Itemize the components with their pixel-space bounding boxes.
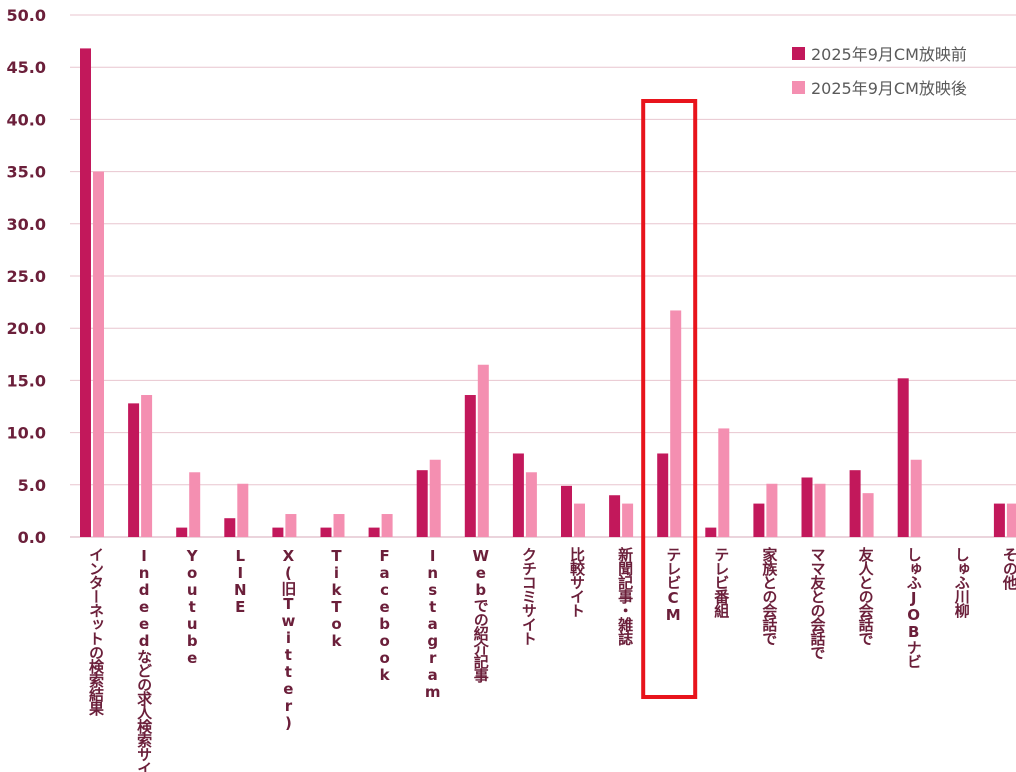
highlight-box-tv-cm — [641, 99, 698, 699]
bar-before — [849, 470, 861, 537]
x-tick-label: テレビCM — [664, 547, 682, 623]
bar-before — [561, 485, 572, 537]
grid-lines — [70, 14, 1016, 538]
x-tick-label: LINE — [231, 547, 249, 615]
x-tick-label: X(旧Twitter) — [279, 547, 297, 731]
bar-before — [368, 527, 380, 537]
y-tick-label: 15.0 — [7, 371, 46, 390]
x-axis-labels: インターネットの検索結果 Indeedなどの求人検索サイト Youtube LINE X… — [87, 546, 1016, 772]
legend: 2025年9月CM放映前 2025年9月CM放映後 — [792, 36, 967, 104]
bar-before — [512, 453, 524, 537]
x-tick-label: 新聞記事・雑誌 — [616, 546, 634, 646]
bar-after — [766, 483, 778, 537]
x-tick-label: しゅふJOBナビ — [905, 547, 923, 669]
bar-before — [801, 477, 813, 537]
bar-before — [416, 470, 428, 537]
bar-before — [897, 378, 909, 537]
bar-after — [429, 459, 441, 537]
bar-after — [237, 483, 249, 537]
bar-after — [910, 459, 922, 537]
legend-item-before: 2025年9月CM放映前 — [792, 36, 967, 70]
bar-after — [862, 493, 874, 537]
bar-after — [1006, 503, 1016, 537]
x-tick-label: テレビ番組 — [712, 547, 730, 618]
y-tick-label: 35.0 — [7, 163, 46, 182]
legend-swatch-before — [792, 46, 805, 60]
y-tick-label: 30.0 — [7, 215, 46, 234]
x-tick-label: Facebook — [376, 547, 394, 683]
y-tick-label: 45.0 — [7, 58, 46, 77]
y-tick-label: 40.0 — [7, 110, 46, 129]
bar-before — [657, 453, 669, 537]
x-tick-label: 比較サイト — [568, 546, 586, 618]
bar-after — [381, 514, 393, 537]
y-tick-label: 20.0 — [7, 319, 46, 338]
x-tick-label: クチコミサイト — [520, 547, 538, 646]
x-tick-label: Youtube — [183, 547, 201, 666]
bar-after — [141, 395, 153, 537]
bar-before — [272, 527, 284, 537]
y-tick-label: 5.0 — [18, 476, 46, 495]
bar-after — [814, 483, 826, 537]
y-axis-ticks: 0.0 5.0 10.0 15.0 20.0 25.0 30.0 35.0 40.0 45.0 50… — [7, 6, 46, 547]
bar-after — [285, 514, 297, 537]
x-tick-label: 友人との会話で — [857, 546, 875, 646]
x-tick-label: 家族との会話で — [760, 546, 778, 646]
x-tick-label: インターネットの検索結果 — [87, 547, 105, 717]
y-tick-label: 50.0 — [7, 6, 46, 25]
legend-label-before: 2025年9月CM放映前 — [811, 45, 967, 64]
x-tick-label: Indeedなどの求人検索サイト — [135, 547, 153, 772]
x-tick-label: その他 — [1001, 547, 1016, 591]
bar-after — [574, 503, 585, 537]
x-tick-label: しゅふ川柳 — [953, 547, 971, 619]
bar-after — [477, 364, 489, 537]
bar-after — [93, 171, 104, 537]
bar-after — [525, 472, 537, 537]
x-tick-label: Instagram — [424, 547, 442, 700]
x-tick-label: ママ友との会話で — [809, 547, 827, 660]
y-tick-label: 10.0 — [7, 424, 46, 443]
bar-before — [176, 527, 188, 537]
bar-before — [224, 518, 236, 537]
bars — [80, 48, 1016, 538]
x-tick-label: TikTok — [328, 547, 346, 649]
x-tick-label: Webでの紹介記事 — [472, 547, 490, 684]
legend-item-after: 2025年9月CM放映後 — [792, 70, 967, 104]
bar-before — [705, 527, 717, 537]
bar-before — [753, 503, 765, 537]
bar-after — [718, 428, 730, 537]
bar-before — [80, 48, 91, 538]
y-tick-label: 25.0 — [7, 267, 46, 286]
legend-swatch-after — [792, 80, 805, 94]
legend-label-after: 2025年9月CM放映後 — [811, 79, 967, 98]
bar-before — [320, 527, 332, 537]
y-tick-label: 0.0 — [18, 528, 46, 547]
bar-after — [622, 503, 634, 537]
bar-before — [464, 395, 476, 537]
bar-before — [609, 495, 621, 537]
bar-after — [333, 514, 345, 537]
bar-before — [128, 403, 140, 537]
bar-before — [993, 503, 1005, 537]
bar-after — [189, 472, 201, 537]
bar-after — [670, 310, 682, 537]
